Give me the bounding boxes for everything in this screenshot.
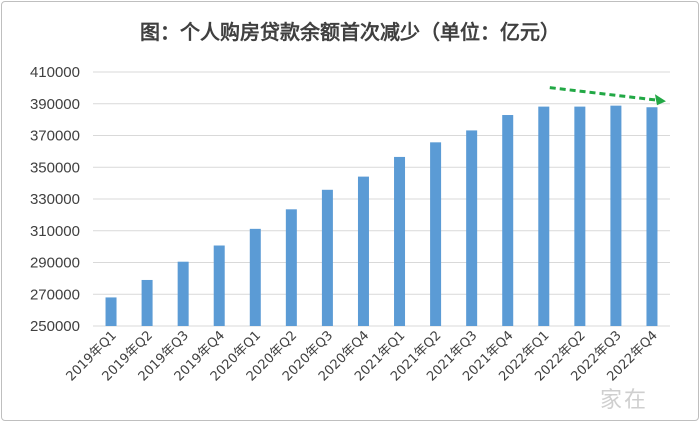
bar [466,130,478,326]
bar [538,106,550,326]
bar [357,176,369,326]
bar [141,279,153,326]
y-tick-label: 250000 [30,318,80,335]
trend-arrow-line [549,86,659,102]
bar [105,297,117,326]
bar [177,261,189,326]
bar [502,115,514,327]
y-tick-label: 270000 [30,286,80,303]
y-tick-label: 290000 [30,255,80,272]
y-tick-label: 410000 [30,64,80,81]
bar [646,107,658,327]
bar [610,105,622,326]
y-tick-label: 330000 [30,191,80,208]
bar [249,228,261,326]
watermark: 家在 [600,388,649,413]
chart-title: 图：个人购房贷款余额首次减少（单位：亿元） [140,20,560,44]
bar [321,189,333,326]
trend-arrow-head [654,94,666,106]
y-tick-label: 370000 [30,128,80,145]
bar [394,156,406,326]
y-tick-label: 350000 [30,159,80,176]
y-tick-label: 390000 [30,96,80,113]
bar [213,245,225,326]
bar [430,142,442,326]
bar [285,209,297,326]
bar [574,106,586,326]
y-tick-label: 310000 [30,223,80,240]
